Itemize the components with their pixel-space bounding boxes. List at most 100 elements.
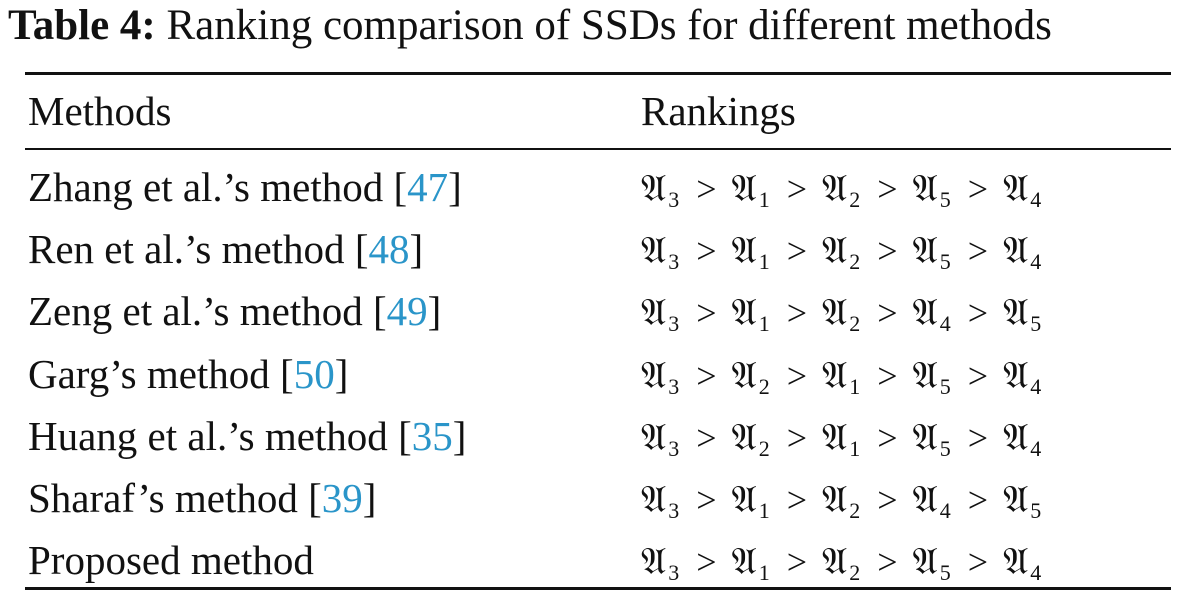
alternative-symbol: 𝔄1	[731, 228, 770, 274]
alternative-symbol: 𝔄3	[641, 477, 680, 523]
alternative-index: 4	[939, 498, 951, 523]
table-row: Garg’s method [50] 𝔄3 > 𝔄2 > 𝔄1 > 𝔄5 > 𝔄4	[0, 343, 1187, 405]
ranking-cell: 𝔄3 > 𝔄2 > 𝔄1 > 𝔄5 > 𝔄4	[641, 405, 1041, 480]
greater-than-symbol: >	[696, 293, 717, 333]
alternative-index: 4	[1030, 374, 1042, 399]
citation-link[interactable]: 50	[293, 351, 335, 397]
alternative-index: 1	[758, 249, 770, 274]
header-row: Methods Rankings	[0, 80, 1187, 142]
alternative-index: 4	[1030, 436, 1042, 461]
alternative-index: 1	[758, 498, 770, 523]
alternative-index: 2	[849, 249, 861, 274]
alternative-symbol: 𝔄5	[912, 539, 951, 585]
greater-than-symbol: >	[967, 356, 989, 396]
alternative-index: 2	[849, 187, 861, 212]
greater-than-symbol: >	[786, 293, 808, 333]
citation-link[interactable]: 35	[411, 413, 453, 459]
greater-than-symbol: >	[786, 418, 808, 458]
alternative-index: 3	[668, 560, 680, 585]
table-caption-text: Ranking comparison of SSDs for different…	[166, 2, 1052, 49]
alternative-index: 1	[758, 560, 770, 585]
alternative-index: 3	[668, 187, 680, 212]
alternative-index: 3	[668, 311, 680, 336]
alternative-symbol: 𝔄3	[641, 415, 680, 461]
alternative-symbol: 𝔄5	[1003, 290, 1042, 336]
greater-than-symbol: >	[967, 231, 989, 271]
alternative-symbol: 𝔄2	[731, 353, 770, 399]
ranking-cell: 𝔄3 > 𝔄2 > 𝔄1 > 𝔄5 > 𝔄4	[641, 343, 1041, 418]
method-name: Sharaf’s method	[28, 475, 298, 521]
alternative-index: 4	[1030, 249, 1042, 274]
greater-than-symbol: >	[877, 480, 898, 520]
header-methods: Methods	[28, 88, 172, 134]
method-cell: Garg’s method [50]	[28, 351, 349, 397]
citation-link[interactable]: 39	[321, 475, 363, 521]
method-name: Zeng et al.’s method	[28, 288, 363, 334]
top-rule	[25, 72, 1171, 75]
alternative-index: 5	[939, 187, 951, 212]
alternative-symbol: 𝔄1	[731, 290, 770, 336]
alternative-symbol: 𝔄5	[1003, 477, 1042, 523]
alternative-symbol: 𝔄1	[822, 415, 861, 461]
alternative-symbol: 𝔄1	[731, 539, 770, 585]
alternative-symbol: 𝔄3	[641, 290, 680, 336]
alternative-index: 1	[758, 187, 770, 212]
table-caption: Table 4: Ranking comparison of SSDs for …	[8, 0, 1052, 52]
alternative-index: 5	[939, 560, 951, 585]
alternative-index: 1	[849, 374, 861, 399]
greater-than-symbol: >	[696, 418, 717, 458]
alternative-symbol: 𝔄5	[912, 353, 951, 399]
method-name: Zhang et al.’s method	[28, 164, 384, 210]
alternative-symbol: 𝔄4	[1003, 166, 1042, 212]
greater-than-symbol: >	[967, 293, 989, 333]
alternative-index: 3	[668, 436, 680, 461]
method-name: Huang et al.’s method	[28, 413, 388, 459]
alternative-index: 4	[939, 311, 951, 336]
greater-than-symbol: >	[696, 356, 717, 396]
alternative-symbol: 𝔄4	[912, 477, 951, 523]
ranking-cell: 𝔄3 > 𝔄1 > 𝔄2 > 𝔄5 > 𝔄4	[641, 529, 1041, 604]
table-row: Zhang et al.’s method [47] 𝔄3 > 𝔄1 > 𝔄2 > 𝔄5 > 𝔄4	[0, 156, 1187, 218]
alternative-symbol: 𝔄4	[1003, 228, 1042, 274]
table-row: Sharaf’s method [39] 𝔄3 > 𝔄1 > 𝔄2 > 𝔄4 > 𝔄5	[0, 467, 1187, 529]
alternative-symbol: 𝔄3	[641, 353, 680, 399]
alternative-symbol: 𝔄2	[822, 228, 861, 274]
table-row: Zeng et al.’s method [49] 𝔄3 > 𝔄1 > 𝔄2 > 𝔄4 > 𝔄5	[0, 280, 1187, 342]
alternative-index: 5	[1030, 311, 1042, 336]
alternative-symbol: 𝔄3	[641, 539, 680, 585]
alternative-index: 2	[849, 498, 861, 523]
alternative-symbol: 𝔄4	[1003, 415, 1042, 461]
greater-than-symbol: >	[786, 542, 808, 582]
alternative-symbol: 𝔄1	[731, 166, 770, 212]
ranking-cell: 𝔄3 > 𝔄1 > 𝔄2 > 𝔄5 > 𝔄4	[641, 218, 1041, 293]
greater-than-symbol: >	[877, 542, 898, 582]
citation-link[interactable]: 49	[386, 288, 428, 334]
greater-than-symbol: >	[786, 356, 808, 396]
ranking-cell: 𝔄3 > 𝔄1 > 𝔄2 > 𝔄4 > 𝔄5	[641, 467, 1041, 542]
greater-than-symbol: >	[967, 480, 989, 520]
greater-than-symbol: >	[967, 418, 989, 458]
method-cell: Ren et al.’s method [48]	[28, 226, 424, 272]
alternative-symbol: 𝔄2	[822, 539, 861, 585]
method-name: Proposed method	[28, 537, 314, 583]
greater-than-symbol: >	[877, 356, 898, 396]
citation-link[interactable]: 48	[368, 226, 410, 272]
alternative-symbol: 𝔄2	[822, 290, 861, 336]
header-rankings: Rankings	[641, 88, 796, 134]
method-cell: Proposed method	[28, 529, 314, 591]
citation-link[interactable]: 47	[407, 164, 449, 210]
alternative-index: 4	[1030, 187, 1042, 212]
alternative-symbol: 𝔄3	[641, 228, 680, 274]
greater-than-symbol: >	[786, 480, 808, 520]
greater-than-symbol: >	[696, 480, 717, 520]
alternative-symbol: 𝔄4	[1003, 539, 1042, 585]
method-cell: Huang et al.’s method [35]	[28, 413, 467, 459]
method-name: Ren et al.’s method	[28, 226, 345, 272]
alternative-index: 5	[939, 374, 951, 399]
header-rule	[25, 148, 1171, 150]
greater-than-symbol: >	[696, 542, 717, 582]
method-cell: Zhang et al.’s method [47]	[28, 164, 462, 210]
greater-than-symbol: >	[786, 169, 808, 209]
ranking-cell: 𝔄3 > 𝔄1 > 𝔄2 > 𝔄5 > 𝔄4	[641, 156, 1041, 231]
alternative-symbol: 𝔄3	[641, 166, 680, 212]
